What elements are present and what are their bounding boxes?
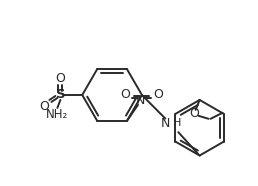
Text: O: O (153, 89, 163, 102)
Text: O: O (190, 107, 200, 120)
Text: N: N (136, 94, 146, 108)
Text: N: N (160, 117, 170, 130)
Text: O: O (120, 89, 130, 102)
Text: O: O (55, 72, 65, 85)
Text: NH₂: NH₂ (46, 108, 69, 121)
Text: O: O (39, 100, 49, 113)
Text: H: H (173, 118, 181, 128)
Text: S: S (55, 89, 65, 102)
